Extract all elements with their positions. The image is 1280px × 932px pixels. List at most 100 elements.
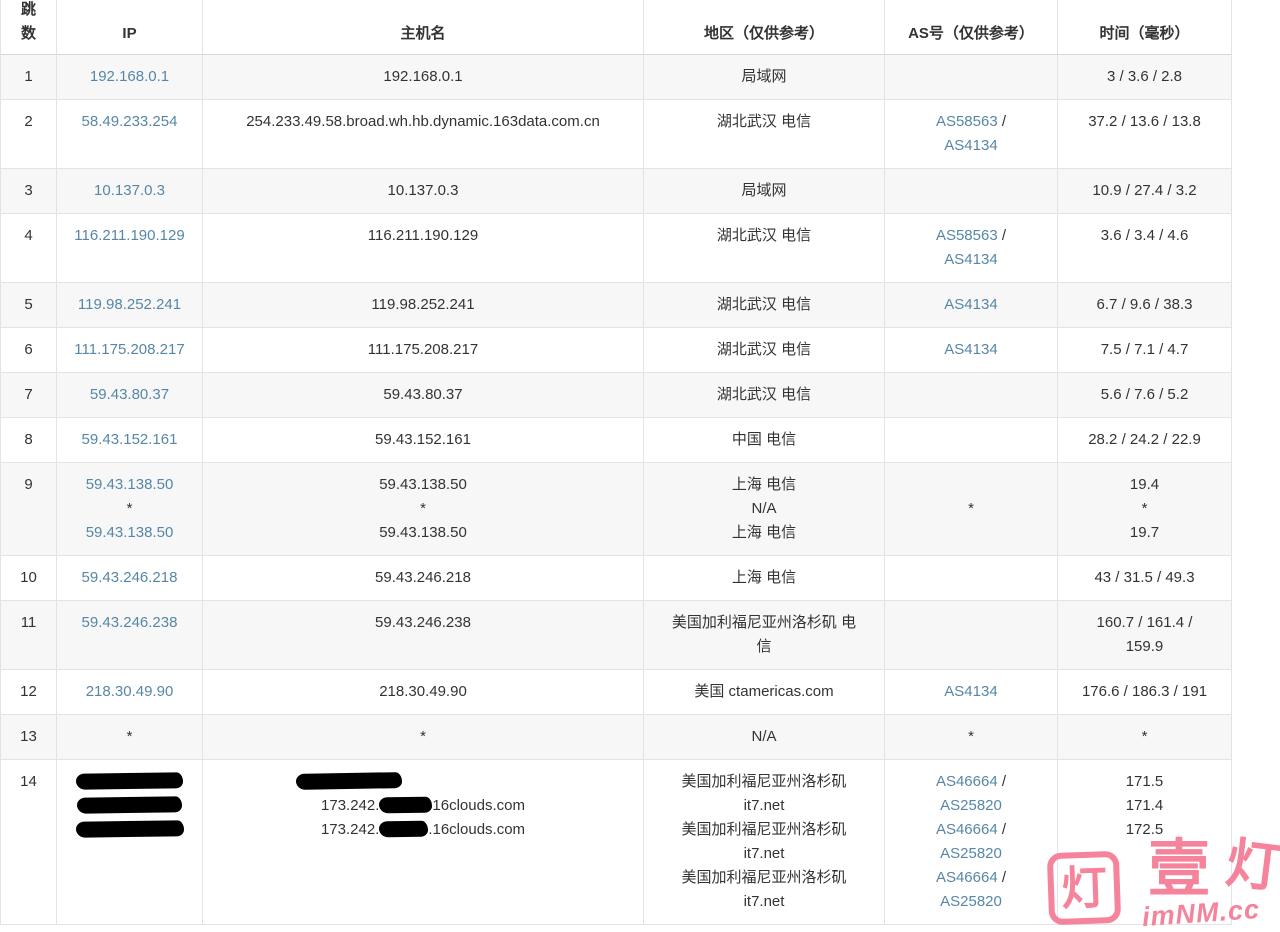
ip-cell: 59.43.80.37	[56, 372, 203, 418]
cell-line: 172.5	[1064, 818, 1225, 842]
region-cell: 湖北武汉 电信	[643, 99, 885, 169]
as-cell: *	[884, 714, 1058, 760]
hop-cell: 11	[0, 600, 57, 670]
cell-text: 10.137.0.3	[387, 182, 459, 199]
cell-text: *	[420, 728, 426, 745]
as-link[interactable]: AS58563	[935, 113, 998, 130]
cell-text: 59.43.246.218	[375, 569, 471, 586]
ip-cell: 111.175.208.217	[56, 327, 203, 373]
cell-line: *	[63, 497, 196, 521]
cell-line: 上海 电信	[650, 566, 878, 590]
cell-text: 局域网	[741, 68, 787, 85]
cell-text: *	[968, 500, 974, 517]
cell-line: AS46664 /	[891, 770, 1051, 794]
cell-line: AS25820	[891, 842, 1051, 866]
cell-line: AS46664 /	[891, 818, 1051, 842]
as-link[interactable]: AS25820	[940, 893, 1002, 910]
hop-cell: 1	[0, 54, 57, 100]
hop-cell: 14	[0, 759, 57, 925]
hop-cell: 4	[0, 213, 57, 283]
hop-cell: 13	[0, 714, 57, 760]
cell-text: 湖北武汉 电信	[716, 296, 812, 313]
ip-cell: 59.43.138.50 * 59.43.138.50	[56, 462, 203, 556]
cell-text: /	[997, 821, 1007, 838]
as-link[interactable]: AS4134	[944, 683, 998, 700]
ip-link[interactable]: 111.175.208.217	[74, 341, 185, 358]
cell-text: 中国 电信	[731, 431, 797, 448]
as-link[interactable]: AS46664	[935, 773, 998, 790]
cell-text: 美国加利福尼亚州洛杉矶	[681, 773, 847, 790]
table-row: 11 59.43.246.238 59.43.246.238 美国加利福尼亚州洛杉矶 …	[0, 600, 1232, 670]
cell-text: 上海 电信	[731, 524, 797, 541]
cell-line: 湖北武汉 电信	[650, 338, 878, 362]
cell-text: 湖北武汉 电信	[716, 341, 812, 358]
cell-text: 19.7	[1129, 524, 1160, 541]
ip-link[interactable]: 116.211.190.129	[74, 227, 185, 244]
time-cell: 37.2 / 13.6 / 13.8	[1057, 99, 1232, 169]
cell-text: 59.43.138.50	[379, 524, 467, 541]
cell-line: N/A	[650, 725, 878, 749]
cell-text: *	[1141, 728, 1148, 745]
ip-link[interactable]: 59.43.246.238	[81, 614, 178, 631]
ip-link[interactable]: 58.49.233.254	[81, 113, 178, 130]
cell-text: N/A	[751, 500, 777, 517]
as-link[interactable]: AS25820	[940, 845, 1002, 862]
ip-link[interactable]: 59.43.246.218	[81, 569, 178, 586]
cell-line: 湖北武汉 电信	[650, 293, 878, 317]
cell-line: AS46664 /	[891, 866, 1051, 890]
ip-link[interactable]: 218.30.49.90	[85, 683, 174, 700]
host-cell: 59.43.246.238	[202, 600, 644, 670]
cell-line: AS4134	[891, 293, 1051, 317]
table-row: 14 173.242. 16clouds.com 173.242. .16clouds.…	[0, 759, 1232, 925]
region-cell: 美国加利福尼亚州洛杉矶 电信	[643, 600, 885, 670]
cell-line: AS25820	[891, 794, 1051, 818]
cell-line: 173.242. .16clouds.com	[209, 818, 637, 842]
as-link[interactable]: AS58563	[935, 227, 998, 244]
cell-line: 10.137.0.3	[209, 179, 637, 203]
host-cell: 192.168.0.1	[202, 54, 644, 100]
as-link[interactable]: AS4134	[944, 251, 998, 268]
as-link[interactable]: AS4134	[944, 137, 998, 154]
time-cell: 6.7 / 9.6 / 38.3	[1057, 282, 1232, 328]
ip-link[interactable]: 59.43.152.161	[81, 431, 178, 448]
host-cell: *	[202, 714, 644, 760]
as-link[interactable]: AS25820	[940, 797, 1002, 814]
cell-line: 湖北武汉 电信	[650, 224, 878, 248]
hop-cell: 8	[0, 417, 57, 463]
cell-line: 信	[650, 635, 878, 659]
cell-text: 湖北武汉 电信	[716, 386, 812, 403]
cell-text: 59.43.138.50	[379, 476, 467, 493]
cell-line	[63, 794, 196, 818]
ip-link[interactable]: 192.168.0.1	[89, 68, 170, 85]
header-asn: AS号（仅供参考）	[884, 0, 1058, 55]
region-cell: 局域网	[643, 54, 885, 100]
cell-line: 59.43.138.50	[209, 473, 637, 497]
cell-text: /	[997, 773, 1007, 790]
host-cell: 59.43.246.218	[202, 555, 644, 601]
cell-text: 19.4	[1129, 476, 1160, 493]
cell-text: 173.242.	[321, 797, 380, 814]
region-cell: 中国 电信	[643, 417, 885, 463]
ip-link[interactable]: 10.137.0.3	[94, 182, 165, 199]
redaction-bar	[75, 819, 184, 838]
table-row: 3 10.137.0.3 10.137.0.3 局域网 10.9 / 27.4 / 3.…	[0, 168, 1232, 214]
cell-line: AS25820	[891, 890, 1051, 914]
as-link[interactable]: AS4134	[944, 296, 998, 313]
ip-link[interactable]: 59.43.138.50	[85, 524, 174, 541]
as-link[interactable]: AS46664	[935, 869, 998, 886]
cell-line: AS4134	[891, 338, 1051, 362]
as-link[interactable]: AS46664	[935, 821, 998, 838]
cell-line: AS4134	[891, 134, 1051, 158]
cell-line: 171.5	[1064, 770, 1225, 794]
ip-link[interactable]: 59.43.138.50	[85, 476, 174, 493]
cell-line: 116.211.190.129	[63, 224, 196, 248]
hop-cell: 10	[0, 555, 57, 601]
cell-text: 43 / 31.5 / 49.3	[1094, 569, 1195, 586]
region-cell: N/A	[643, 714, 885, 760]
ip-link[interactable]: 59.43.80.37	[89, 386, 170, 403]
as-link[interactable]: AS4134	[944, 341, 998, 358]
cell-line: 160.7 / 161.4 /	[1064, 611, 1225, 635]
cell-line: 10.9 / 27.4 / 3.2	[1064, 179, 1225, 203]
ip-link[interactable]: 119.98.252.241	[77, 296, 182, 313]
